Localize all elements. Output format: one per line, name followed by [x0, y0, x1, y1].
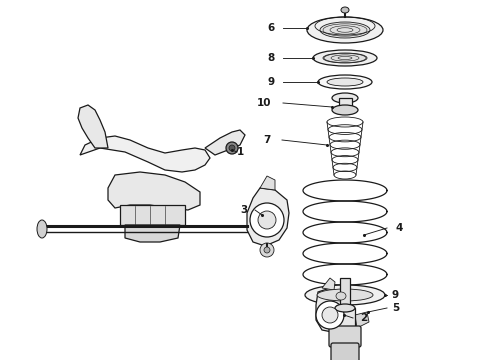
Polygon shape [247, 188, 289, 246]
Text: 4: 4 [395, 223, 402, 233]
Ellipse shape [332, 105, 358, 115]
Ellipse shape [332, 93, 358, 103]
Bar [339, 98, 351, 110]
Polygon shape [80, 136, 210, 172]
Ellipse shape [313, 50, 377, 66]
Bar [340, 278, 350, 308]
Text: 3: 3 [241, 205, 248, 215]
Bar [335, 308, 355, 328]
Ellipse shape [322, 307, 338, 323]
Ellipse shape [336, 292, 346, 300]
Text: 7: 7 [264, 135, 271, 145]
Ellipse shape [318, 75, 372, 89]
Ellipse shape [341, 7, 349, 13]
Ellipse shape [327, 78, 363, 86]
Text: 9: 9 [392, 290, 399, 300]
Polygon shape [316, 288, 344, 332]
Text: 9: 9 [268, 77, 275, 87]
Ellipse shape [316, 301, 344, 329]
Ellipse shape [37, 220, 47, 238]
Ellipse shape [305, 285, 385, 305]
Ellipse shape [317, 289, 373, 301]
Polygon shape [355, 312, 369, 328]
Text: 8: 8 [268, 53, 275, 63]
Text: 2: 2 [360, 313, 367, 323]
Polygon shape [260, 176, 275, 190]
Ellipse shape [320, 22, 370, 38]
Text: 10: 10 [256, 98, 271, 108]
Text: 1: 1 [237, 147, 244, 157]
Text: 5: 5 [392, 303, 399, 313]
Text: 6: 6 [268, 23, 275, 33]
Ellipse shape [323, 53, 367, 63]
FancyBboxPatch shape [331, 343, 359, 360]
Ellipse shape [250, 203, 284, 237]
Polygon shape [120, 205, 185, 225]
Ellipse shape [258, 211, 276, 229]
Polygon shape [205, 130, 245, 155]
Polygon shape [322, 278, 335, 290]
Ellipse shape [229, 145, 235, 151]
Polygon shape [125, 225, 180, 242]
Polygon shape [78, 105, 108, 148]
Polygon shape [108, 172, 200, 210]
Ellipse shape [226, 142, 238, 154]
Ellipse shape [264, 247, 270, 253]
Ellipse shape [335, 304, 355, 312]
Ellipse shape [307, 17, 383, 43]
Ellipse shape [260, 243, 274, 257]
FancyBboxPatch shape [329, 326, 361, 347]
